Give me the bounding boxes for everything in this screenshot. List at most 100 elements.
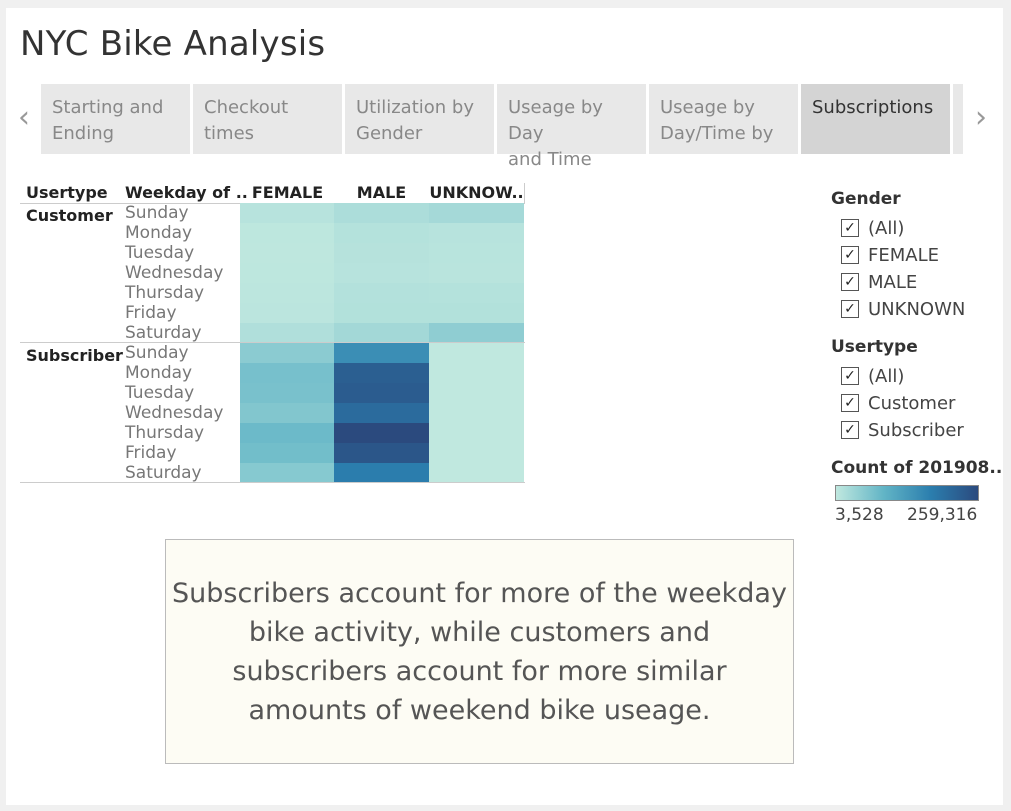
- annotation-box: Subscribers account for more of the week…: [165, 539, 794, 764]
- checkbox-checked-icon[interactable]: ✓: [841, 273, 859, 291]
- column-header-female: FEMALE: [251, 183, 324, 202]
- tab-checkout-times[interactable]: Checkout times: [193, 84, 342, 154]
- page-title: NYC Bike Analysis: [20, 24, 326, 64]
- header-edge: [524, 183, 525, 203]
- gender-option-all[interactable]: ✓ (All): [841, 216, 904, 240]
- heatmap-cell[interactable]: [429, 283, 524, 303]
- checkbox-checked-icon[interactable]: ✓: [841, 300, 859, 318]
- weekday-label: Monday: [125, 363, 193, 383]
- checkbox-checked-icon[interactable]: ✓: [841, 367, 859, 385]
- tab-label: and Time: [508, 149, 592, 170]
- heatmap-cell[interactable]: [429, 263, 524, 283]
- heatmap-cell[interactable]: [240, 203, 335, 223]
- heatmap-cell[interactable]: [240, 363, 335, 383]
- heatmap-cell[interactable]: [334, 363, 429, 383]
- table-bottom-border: [20, 482, 525, 483]
- gender-filter-title: Gender: [831, 189, 901, 209]
- chevron-right-icon: ›: [975, 100, 987, 135]
- heatmap-cell[interactable]: [334, 443, 429, 463]
- tab-label: Useage by: [660, 97, 755, 118]
- heatmap-cell[interactable]: [240, 263, 335, 283]
- tab-label: Useage by Day: [508, 97, 603, 144]
- checkbox-checked-icon[interactable]: ✓: [841, 394, 859, 412]
- usertype-option-all[interactable]: ✓ (All): [841, 364, 904, 388]
- heatmap-cell[interactable]: [240, 463, 335, 483]
- tab-scroll-right-button[interactable]: ›: [971, 98, 991, 140]
- tab-utilization-by-gender[interactable]: Utilization by Gender: [345, 84, 494, 154]
- tab-label: times: [204, 123, 255, 144]
- checkbox-checked-icon[interactable]: ✓: [841, 421, 859, 439]
- heatmap-cell[interactable]: [240, 343, 335, 363]
- heatmap-cell[interactable]: [334, 243, 429, 263]
- gender-option-female[interactable]: ✓ FEMALE: [841, 243, 939, 267]
- tab-subscriptions[interactable]: Subscriptions: [801, 84, 950, 154]
- heatmap-cell[interactable]: [334, 263, 429, 283]
- tab-label: Utilization by: [356, 97, 474, 118]
- gender-option-male[interactable]: ✓ MALE: [841, 270, 917, 294]
- heatmap-cell[interactable]: [240, 423, 335, 443]
- heatmap-cell[interactable]: [334, 383, 429, 403]
- heatmap-cell[interactable]: [429, 203, 524, 223]
- option-label: Customer: [868, 392, 956, 414]
- tab-label: Checkout: [204, 97, 289, 118]
- tab-label: Starting and: [52, 97, 164, 118]
- heatmap-cell[interactable]: [429, 223, 524, 243]
- gender-option-unknown[interactable]: ✓ UNKNOWN: [841, 297, 965, 321]
- heatmap-cell[interactable]: [334, 283, 429, 303]
- heatmap-cell[interactable]: [429, 403, 524, 423]
- heatmap-cell[interactable]: [240, 323, 335, 343]
- heatmap-cell[interactable]: [240, 403, 335, 423]
- weekday-label: Friday: [125, 443, 177, 463]
- heatmap-cell[interactable]: [334, 203, 429, 223]
- heatmap-cell[interactable]: [429, 443, 524, 463]
- weekday-label: Saturday: [125, 463, 202, 483]
- weekday-label: Saturday: [125, 323, 202, 343]
- option-label: MALE: [868, 271, 918, 293]
- weekday-label: Thursday: [125, 423, 205, 443]
- option-label: FEMALE: [868, 244, 939, 266]
- heatmap-cell[interactable]: [429, 303, 524, 323]
- weekday-label: Monday: [125, 223, 193, 243]
- heatmap-cell[interactable]: [240, 443, 335, 463]
- heatmap-cell[interactable]: [240, 223, 335, 243]
- usertype-option-customer[interactable]: ✓ Customer: [841, 391, 955, 415]
- heatmap-cell[interactable]: [334, 223, 429, 243]
- heatmap-cell[interactable]: [240, 303, 335, 323]
- heatmap-cell[interactable]: [240, 243, 335, 263]
- checkbox-checked-icon[interactable]: ✓: [841, 219, 859, 237]
- color-legend-gradient: [835, 485, 979, 501]
- tab-label: Gender: [356, 123, 423, 144]
- tab-useage-by-day-time-by[interactable]: Useage by Day/Time by: [649, 84, 798, 154]
- heatmap-cell[interactable]: [429, 423, 524, 443]
- legend-max-value: 259,316: [907, 505, 978, 525]
- group-label-customer: Customer: [26, 206, 113, 225]
- heatmap-cell[interactable]: [334, 303, 429, 323]
- heatmap-cell[interactable]: [429, 363, 524, 383]
- heatmap-cell[interactable]: [240, 283, 335, 303]
- usertype-option-subscriber[interactable]: ✓ Subscriber: [841, 418, 964, 442]
- heatmap-cell[interactable]: [429, 383, 524, 403]
- weekday-label: Sunday: [125, 343, 189, 363]
- option-label: (All): [868, 217, 905, 239]
- tab-label: Day/Time by: [660, 123, 774, 144]
- heatmap-cell[interactable]: [429, 243, 524, 263]
- weekday-label: Tuesday: [125, 243, 195, 263]
- heatmap-cell[interactable]: [240, 383, 335, 403]
- heatmap-cell[interactable]: [429, 343, 524, 363]
- heatmap-cell[interactable]: [334, 423, 429, 443]
- heatmap-cell[interactable]: [334, 343, 429, 363]
- weekday-label: Wednesday: [125, 263, 224, 283]
- column-header-weekday: Weekday of ..: [125, 183, 248, 202]
- option-label: Subscriber: [868, 419, 964, 441]
- tab-useage-by-day-and-time[interactable]: Useage by Day and Time: [497, 84, 646, 170]
- tab-starting-and-ending[interactable]: Starting and Ending: [41, 84, 190, 154]
- tab-label: Subscriptions: [812, 97, 934, 118]
- tab-overflow[interactable]: [953, 84, 963, 154]
- heatmap-cell[interactable]: [334, 403, 429, 423]
- heatmap-cell[interactable]: [334, 323, 429, 343]
- tab-scroll-left-button[interactable]: ‹: [14, 98, 34, 140]
- heatmap-cell[interactable]: [429, 463, 524, 483]
- heatmap-cell[interactable]: [429, 323, 524, 343]
- heatmap-cell[interactable]: [334, 463, 429, 483]
- checkbox-checked-icon[interactable]: ✓: [841, 246, 859, 264]
